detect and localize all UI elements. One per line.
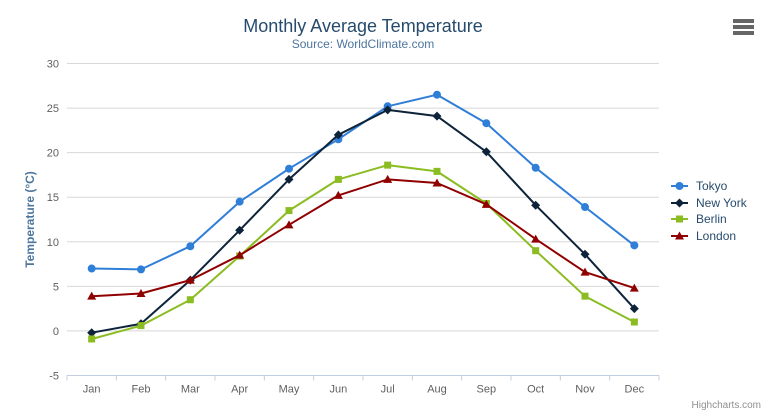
legend-label: London bbox=[696, 229, 737, 244]
legend-label: Tokyo bbox=[696, 179, 728, 194]
chart-title: Monthly Average Temperature bbox=[243, 16, 483, 36]
svg-text:20: 20 bbox=[47, 148, 59, 160]
menu-icon bbox=[733, 25, 754, 29]
context-menu-button[interactable] bbox=[733, 19, 754, 35]
legend-item-new-york[interactable]: New York bbox=[671, 195, 747, 212]
svg-text:15: 15 bbox=[47, 192, 59, 204]
y-gridlines bbox=[67, 63, 659, 376]
legend: Tokyo New York Berlin London bbox=[671, 178, 747, 244]
svg-text:Jul: Jul bbox=[381, 384, 395, 396]
svg-text:10: 10 bbox=[47, 237, 59, 249]
x-axis bbox=[66, 375, 660, 381]
svg-text:Oct: Oct bbox=[527, 384, 544, 396]
credits-link[interactable]: Highcharts.com bbox=[691, 400, 761, 411]
y-axis-title: Temperature (°C) bbox=[23, 171, 37, 268]
svg-text:30: 30 bbox=[47, 59, 59, 71]
x-axis-labels: Jan Feb Mar Apr May Jun Jul Aug Sep Oct Nov Dec bbox=[83, 384, 645, 396]
legend-label: Berlin bbox=[696, 212, 727, 227]
svg-text:Feb: Feb bbox=[132, 384, 151, 396]
svg-text:Jun: Jun bbox=[329, 384, 347, 396]
svg-text:Dec: Dec bbox=[625, 384, 645, 396]
tokyo-legend-marker-icon bbox=[671, 182, 688, 191]
series-tokyo[interactable] bbox=[87, 90, 639, 274]
legend-item-london[interactable]: London bbox=[671, 228, 747, 245]
series-london[interactable] bbox=[87, 174, 639, 300]
svg-text:Jan: Jan bbox=[83, 384, 101, 396]
london-legend-marker-icon bbox=[671, 231, 688, 240]
chart-subtitle: Source: WorldClimate.com bbox=[291, 37, 435, 51]
svg-text:Sep: Sep bbox=[477, 384, 497, 396]
svg-text:Nov: Nov bbox=[575, 384, 595, 396]
svg-text:-5: -5 bbox=[49, 371, 59, 383]
berlin-legend-marker-icon bbox=[671, 215, 688, 223]
svg-text:Aug: Aug bbox=[427, 384, 447, 396]
legend-item-tokyo[interactable]: Tokyo bbox=[671, 178, 747, 195]
legend-label: New York bbox=[696, 195, 747, 210]
new-york-legend-marker-icon bbox=[671, 198, 688, 208]
menu-icon bbox=[733, 31, 754, 35]
menu-icon bbox=[733, 19, 754, 23]
svg-text:5: 5 bbox=[53, 281, 59, 293]
svg-text:Mar: Mar bbox=[181, 384, 200, 396]
svg-text:25: 25 bbox=[47, 103, 59, 115]
y-axis-labels: -5 0 5 10 15 20 25 30 bbox=[47, 59, 59, 383]
svg-text:Apr: Apr bbox=[231, 384, 248, 396]
svg-text:0: 0 bbox=[53, 326, 59, 338]
legend-item-berlin[interactable]: Berlin bbox=[671, 211, 747, 228]
series-new-york[interactable] bbox=[87, 105, 639, 338]
svg-text:May: May bbox=[279, 384, 300, 396]
series-berlin[interactable] bbox=[88, 161, 638, 343]
